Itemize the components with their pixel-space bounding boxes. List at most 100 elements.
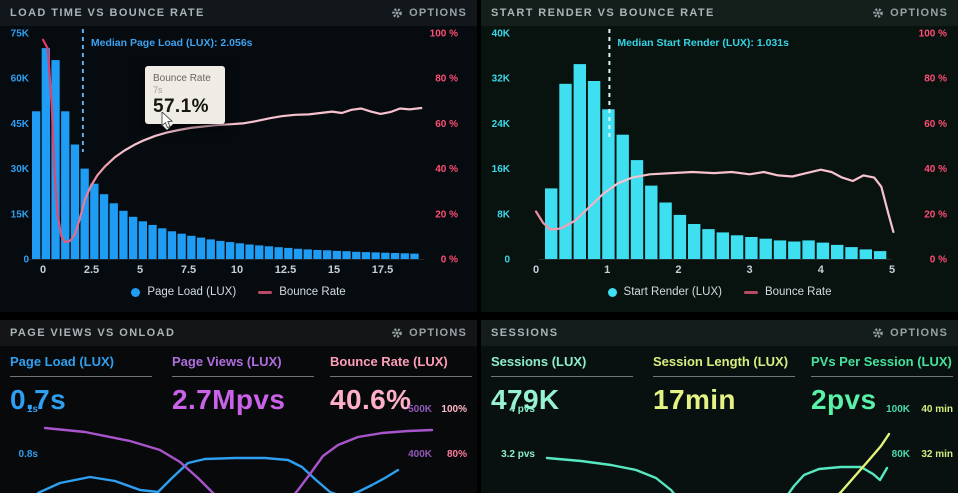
panel-load-time: LOAD TIME VS BOUNCE RATE OPTIONS 75K 60K 4… (0, 0, 477, 312)
metric-value: 40.6% (330, 384, 412, 415)
metric-sessions: Sessions (LUX) 479K (491, 354, 633, 416)
legend-label: Page Load (LUX) (147, 286, 237, 298)
metric-value: 17min (653, 384, 736, 415)
svg-text:2.5: 2.5 (84, 264, 99, 276)
start-render-chart: 40K 32K 24K 16K 8K 0 100 % 80 % 60 % 40 % 20 % 0 % 0… (492, 29, 947, 277)
svg-text:20 %: 20 % (435, 209, 458, 220)
svg-text:3: 3 (747, 264, 753, 276)
panel-page-views-header: PAGE VIEWS VS ONLOAD OPTIONS (0, 320, 477, 346)
options-button[interactable]: OPTIONS (872, 7, 948, 19)
legend-label: Bounce Rate (764, 286, 832, 298)
svg-text:10: 10 (231, 264, 243, 276)
svg-text:5: 5 (137, 264, 143, 276)
svg-text:12.5: 12.5 (275, 264, 296, 276)
axis-tick: 100% (441, 404, 467, 415)
options-label: OPTIONS (409, 7, 467, 19)
svg-text:20 %: 20 % (924, 209, 947, 220)
tooltip-x-value: 7s (153, 85, 163, 95)
svg-text:45K: 45K (11, 119, 30, 130)
svg-text:32K: 32K (492, 74, 511, 85)
metric-bounce-rate: Bounce Rate (LUX) 40.6% (330, 354, 472, 416)
svg-text:60 %: 60 % (924, 119, 947, 130)
svg-text:0: 0 (533, 264, 539, 276)
options-button[interactable]: OPTIONS (391, 327, 467, 339)
panel-title: PAGE VIEWS VS ONLOAD (10, 327, 176, 339)
panel-title: START RENDER VS BOUNCE RATE (491, 7, 715, 19)
svg-text:75K: 75K (11, 29, 30, 40)
metric-pvs-per-session: PVs Per Session (LUX) 2pvs (811, 354, 953, 416)
options-label: OPTIONS (409, 327, 467, 339)
svg-text:0 %: 0 % (441, 255, 458, 266)
axis-tick: 32 min (921, 449, 953, 460)
options-button[interactable]: OPTIONS (872, 327, 948, 339)
legend-item: Bounce Rate (743, 286, 832, 298)
svg-text:1: 1 (604, 264, 610, 276)
panel-title: SESSIONS (491, 327, 559, 339)
panel-sessions-header: SESSIONS OPTIONS (481, 320, 958, 346)
bounce-rate-tooltip: Bounce Rate 7s 57.1% (145, 66, 225, 130)
legend-label: Bounce Rate (279, 286, 346, 298)
gear-icon (392, 328, 402, 338)
gear-icon (392, 8, 402, 18)
svg-text:60K: 60K (11, 74, 30, 85)
svg-text:0 %: 0 % (930, 255, 947, 266)
panel-title: LOAD TIME VS BOUNCE RATE (10, 7, 205, 19)
legend: Start Render (LUX) Bounce Rate (481, 286, 958, 298)
svg-text:0: 0 (504, 255, 510, 266)
tooltip-value: 57.1% (153, 96, 209, 117)
metric-value: 2.7Mpvs (172, 384, 286, 415)
metric-label: Bounce Rate (LUX) (330, 354, 472, 377)
svg-text:2: 2 (675, 264, 681, 276)
options-button[interactable]: OPTIONS (391, 7, 467, 19)
legend-item: Page Load (LUX) (131, 286, 236, 298)
axis-tick: 40 min (921, 404, 953, 415)
svg-text:80 %: 80 % (924, 74, 947, 85)
start-render-dot-icon (607, 287, 617, 297)
svg-text:60 %: 60 % (435, 119, 458, 130)
metric-page-load: Page Load (LUX) 0.7s (10, 354, 152, 416)
svg-text:15K: 15K (11, 209, 30, 220)
metric-label: Sessions (LUX) (491, 354, 633, 377)
svg-text:8K: 8K (497, 209, 511, 220)
options-label: OPTIONS (890, 327, 948, 339)
svg-text:0: 0 (23, 255, 29, 266)
legend-item: Bounce Rate (258, 286, 346, 298)
gear-icon (873, 8, 883, 18)
metric-label: Page Views (LUX) (172, 354, 314, 377)
panel-start-render: START RENDER VS BOUNCE RATE OPTIONS 40K 3… (481, 0, 958, 312)
svg-text:40K: 40K (492, 29, 511, 40)
svg-text:100 %: 100 % (430, 29, 458, 40)
metric-value: 479K (491, 384, 560, 415)
svg-text:Median Start Render (LUX): 1.0: Median Start Render (LUX): 1.031s (617, 37, 789, 49)
axis-tick: 1s (26, 404, 38, 415)
svg-text:80 %: 80 % (435, 74, 458, 85)
axis-tick: 80% (446, 449, 467, 460)
tooltip-title: Bounce Rate (153, 73, 211, 84)
metric-label: Page Load (LUX) (10, 354, 152, 377)
legend-item: Start Render (LUX) (607, 286, 722, 298)
legend-label: Start Render (LUX) (623, 286, 722, 298)
svg-text:30K: 30K (11, 164, 30, 175)
metric-label: PVs Per Session (LUX) (811, 354, 953, 377)
svg-text:15: 15 (328, 264, 340, 276)
legend: Page Load (LUX) Bounce Rate (0, 286, 477, 298)
axis-tick: 80K (891, 449, 910, 460)
bounce-rate-line-icon (743, 290, 758, 294)
axis-tick: 3.2 pvs (501, 449, 535, 460)
gear-icon (873, 328, 883, 338)
svg-text:40 %: 40 % (435, 164, 458, 175)
axis-tick: 100K (886, 404, 910, 415)
load-time-chart: 75K 60K 45K 30K 15K 0 100 % 80 % 60 % 40 % 20 % 0 %… (11, 29, 458, 277)
svg-text:4: 4 (818, 264, 825, 276)
svg-text:16K: 16K (492, 164, 511, 175)
svg-text:Median Page Load (LUX): 2.056s: Median Page Load (LUX): 2.056s (91, 37, 253, 49)
axis-tick: 4 pvs (509, 404, 535, 415)
svg-text:17.5: 17.5 (372, 264, 393, 276)
panel-page-views: PAGE VIEWS VS ONLOAD OPTIONS Page Load (… (0, 320, 477, 493)
page-load-dot-icon (131, 287, 141, 297)
svg-text:0: 0 (40, 264, 46, 276)
bounce-rate-line-icon (258, 290, 273, 294)
metric-value: 2pvs (811, 384, 877, 415)
metric-page-views: Page Views (LUX) 2.7Mpvs (172, 354, 314, 416)
